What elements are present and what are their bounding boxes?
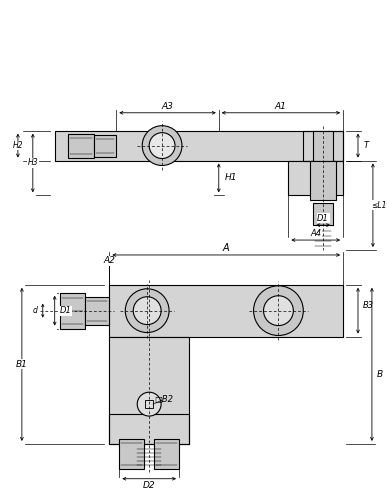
Text: B1: B1 (16, 360, 28, 369)
Text: A: A (223, 243, 229, 253)
Bar (310, 160, 336, 200)
Text: B3: B3 (363, 301, 374, 310)
Text: H3: H3 (27, 158, 38, 168)
Circle shape (253, 286, 303, 336)
Circle shape (264, 296, 293, 326)
Text: A4: A4 (310, 228, 321, 237)
Bar (303, 130, 343, 160)
Bar (68, 134, 94, 158)
Circle shape (149, 132, 175, 158)
Bar (154, 439, 179, 469)
Circle shape (125, 289, 169, 333)
Text: H1: H1 (224, 174, 237, 182)
Bar (60, 293, 84, 328)
Text: A1: A1 (274, 102, 286, 112)
Bar (303, 130, 343, 160)
Circle shape (133, 296, 161, 324)
Bar (145, 400, 153, 408)
Text: B: B (377, 370, 383, 379)
Bar (84, 296, 110, 324)
Bar (110, 414, 189, 444)
Bar (110, 336, 189, 444)
Bar (119, 439, 144, 469)
Text: D1: D1 (317, 214, 329, 222)
Bar (313, 204, 333, 225)
Bar (55, 130, 343, 160)
Text: A2: A2 (103, 256, 115, 266)
Text: D1: D1 (60, 306, 72, 315)
Text: A3: A3 (161, 102, 173, 112)
Text: H2: H2 (13, 141, 23, 150)
Bar (313, 130, 333, 160)
Bar (110, 285, 343, 337)
Text: d: d (33, 306, 37, 315)
Text: D2: D2 (143, 481, 156, 490)
Bar (110, 414, 189, 444)
Text: ≤L1: ≤L1 (371, 201, 387, 210)
Text: □B2: □B2 (154, 394, 174, 404)
Text: T: T (363, 141, 368, 150)
Bar (288, 160, 343, 196)
Bar (94, 134, 116, 156)
Circle shape (142, 126, 182, 166)
Circle shape (137, 392, 161, 416)
